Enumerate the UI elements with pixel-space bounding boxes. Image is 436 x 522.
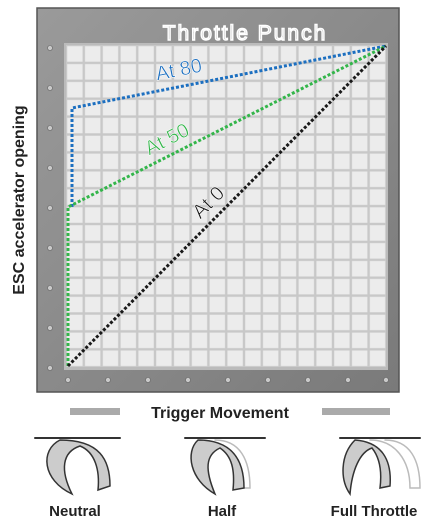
curves [66,44,388,368]
x-axis-label: Trigger Movement [151,405,289,422]
title: Throttle Punch [163,22,328,45]
curve-0 [66,44,388,368]
axis-bar [70,408,120,415]
axis-bar [322,408,390,415]
rivets [47,45,389,383]
curve-50 [66,44,387,366]
trigger-label: Full Throttle [331,503,418,520]
trigger-icons [34,437,421,497]
trigger-label: Half [208,503,237,520]
curve-80 [70,44,387,207]
trigger-neutral [34,437,121,496]
trigger-full [339,437,421,497]
y-axis-label: ESC accelerator opening [11,105,28,294]
trigger-half [184,437,266,496]
trigger-label: Neutral [49,503,101,520]
